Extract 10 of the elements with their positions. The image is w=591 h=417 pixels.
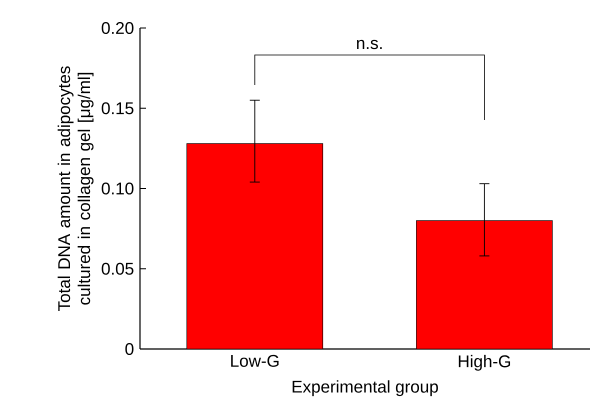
y-tick-label: 0.10 — [102, 182, 134, 195]
y-tick-label: 0.20 — [102, 22, 134, 34]
x-tick-label: High-G — [458, 354, 510, 371]
y-tick-label: 0.15 — [102, 102, 134, 114]
x-axis-title: Experimental group — [292, 380, 438, 396]
y-tick-label: 0.05 — [102, 262, 134, 275]
x-tick-label: Low-G — [231, 354, 279, 367]
annotation: n.s. — [357, 40, 382, 50]
y-axis-title: Total DNA amount in adipocytes cultured in collagen gel [μg/ml] — [58, 66, 94, 311]
y-tick-label: 0 — [125, 342, 134, 356]
